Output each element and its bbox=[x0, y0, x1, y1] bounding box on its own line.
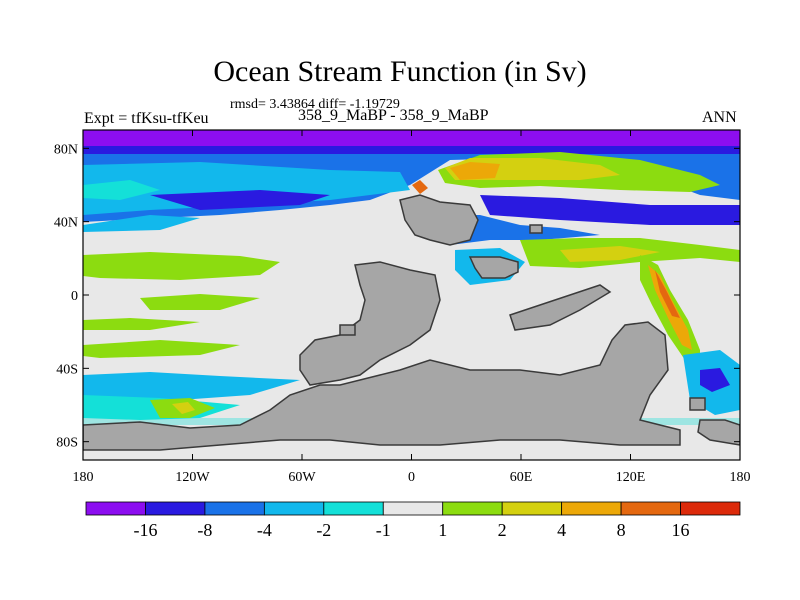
y-tick-label: 80S bbox=[56, 436, 78, 451]
land-central-continent bbox=[299, 261, 441, 386]
east-yellow-band bbox=[560, 246, 660, 262]
equatorial-green-band-3 bbox=[83, 318, 200, 330]
x-tick-label: 120W bbox=[175, 470, 210, 485]
season-label: ANN bbox=[702, 109, 737, 126]
pacific-cyan-band bbox=[83, 215, 200, 232]
colorbar-swatch bbox=[501, 501, 563, 516]
land-east-island bbox=[468, 256, 519, 279]
subpolar-orange-core bbox=[450, 162, 500, 180]
arctic-band bbox=[83, 130, 740, 146]
colorbar-swatch bbox=[263, 501, 325, 516]
boundary-current-red bbox=[655, 270, 680, 318]
colorbar-label: -1 bbox=[376, 520, 391, 540]
east-blue-band bbox=[440, 215, 600, 245]
land-small-island-west bbox=[339, 324, 356, 336]
colorbar-label: -16 bbox=[133, 520, 157, 540]
small-orange-patch bbox=[412, 180, 428, 194]
subpolar-cyan-region bbox=[83, 162, 410, 215]
colorbar: -16 -8 -4 -2 -1 1 2 4 8 16 bbox=[85, 501, 741, 540]
colorbar-label: 2 bbox=[498, 520, 507, 540]
colorbar-label: -8 bbox=[197, 520, 212, 540]
chart-title: Ocean Stream Function (in Sv) bbox=[213, 55, 587, 88]
north-atlantic-dark-blue bbox=[150, 190, 330, 210]
x-tick-label: 60W bbox=[288, 470, 316, 485]
case-label: 358_9_MaBP - 358_9_MaBP bbox=[298, 107, 489, 124]
colorbar-label: 16 bbox=[672, 520, 690, 540]
land-small-island-southeast bbox=[689, 397, 706, 411]
colorbar-label: -2 bbox=[316, 520, 331, 540]
experiment-label: Expt = tfKsu-tfKeu bbox=[84, 110, 209, 127]
x-tick-label: 0 bbox=[408, 470, 415, 485]
y-tick-label: 40S bbox=[56, 362, 78, 377]
colorbar-swatch bbox=[382, 501, 444, 516]
colorbar-swatch bbox=[680, 501, 741, 516]
colorbar-swatch bbox=[323, 501, 384, 516]
land-masses bbox=[83, 194, 740, 451]
southeast-dark-blue bbox=[700, 368, 730, 392]
colorbar-label: 1 bbox=[438, 520, 447, 540]
y-tick-label: 0 bbox=[71, 289, 78, 304]
arctic-blue-band bbox=[83, 146, 740, 154]
equatorial-green-band-4 bbox=[83, 340, 240, 358]
y-tick-label: 40N bbox=[54, 216, 78, 231]
colorbar-swatch bbox=[561, 501, 622, 516]
colorbar-swatch bbox=[620, 501, 681, 516]
colorbar-swatch bbox=[442, 501, 503, 516]
colorbar-swatch bbox=[204, 501, 265, 516]
southern-yellow-patch bbox=[172, 402, 195, 414]
stats-label: rmsd= 3.43864 diff= -1.19729 bbox=[230, 97, 400, 112]
equatorial-green-band-1 bbox=[83, 252, 280, 280]
colorbar-label: -4 bbox=[257, 520, 272, 540]
land-east-ridge bbox=[509, 284, 612, 331]
land-southeast-tip bbox=[697, 419, 740, 446]
colorbar-swatch bbox=[145, 501, 206, 516]
pacific-cyan-patch bbox=[83, 180, 160, 200]
land-small-island-north bbox=[529, 224, 543, 234]
x-tick-label: 180 bbox=[73, 470, 94, 485]
land-south-continent bbox=[83, 321, 681, 451]
colorbar-swatch bbox=[85, 501, 146, 516]
colorbar-label: 8 bbox=[617, 520, 626, 540]
y-tick-label: 80N bbox=[54, 142, 78, 157]
colorbar-label: 4 bbox=[557, 520, 566, 540]
kuroshio-dark-blue bbox=[480, 195, 740, 225]
southern-cyan-band bbox=[83, 372, 300, 400]
equatorial-green-band-2 bbox=[140, 294, 260, 310]
x-axis: 180 120W 60W 0 60E 120E 180 bbox=[73, 130, 751, 485]
x-tick-label: 60E bbox=[510, 470, 533, 485]
x-tick-label: 120E bbox=[616, 470, 646, 485]
x-tick-label: 180 bbox=[730, 470, 751, 485]
land-north-continent bbox=[399, 194, 479, 246]
y-axis: 80N 40N 0 40S 80S bbox=[54, 142, 740, 451]
map-field bbox=[83, 130, 740, 460]
